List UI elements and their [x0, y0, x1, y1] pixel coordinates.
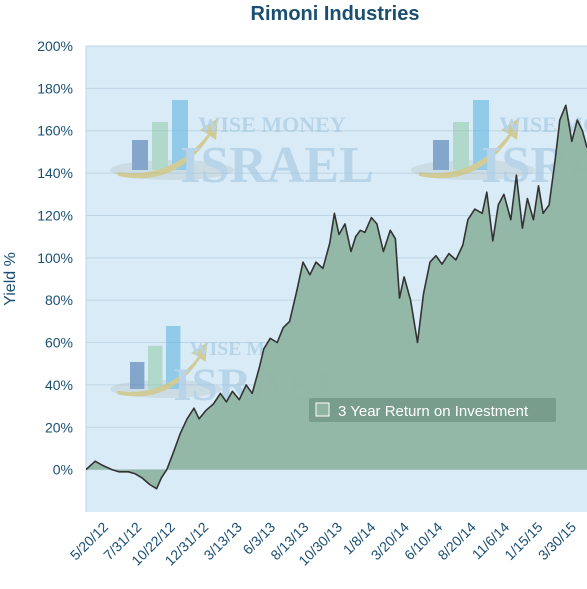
x-axis-ticks: 5/20/127/31/1210/22/1212/31/123/13/136/3… [67, 519, 579, 569]
watermark-bar [453, 122, 469, 170]
watermark-arrow-icon [118, 118, 218, 179]
chart-title: Rimoni Industries [251, 3, 420, 25]
y-tick-label: 40% [45, 377, 73, 393]
watermark-bar [433, 140, 449, 170]
y-tick-label: 80% [45, 292, 73, 308]
legend-label: 3 Year Return on Investment [338, 403, 529, 420]
y-tick-label: 0% [53, 462, 73, 478]
y-axis-title: Yield % [2, 252, 19, 306]
legend: 3 Year Return on Investment [309, 398, 556, 422]
watermark-line1: WISE MONEY [198, 112, 345, 137]
watermark-line1: WISE MONEY [499, 112, 587, 137]
watermark-bar [152, 122, 168, 170]
y-tick-label: 20% [45, 419, 73, 435]
x-tick-label: 8/20/14 [434, 519, 478, 563]
series-group [86, 104, 587, 490]
y-tick-label: 60% [45, 335, 73, 351]
y-tick-label: 120% [37, 207, 73, 223]
watermark-bar [148, 345, 163, 389]
watermark-bar [130, 362, 145, 389]
legend-swatch [315, 402, 330, 417]
watermark-bar [473, 100, 489, 170]
watermark-arrow-icon [419, 118, 519, 179]
y-tick-label: 100% [37, 250, 73, 266]
y-axis-ticks: 200% 180% 160% 140% 120% 100% 80% 60% 40% 20% 0% [37, 38, 73, 478]
series-area [86, 105, 587, 489]
y-tick-label: 200% [37, 38, 73, 54]
watermark-bar [166, 326, 181, 389]
x-tick-label: 3/30/15 [535, 519, 579, 563]
watermark-bar [132, 140, 148, 170]
y-tick-label: 160% [37, 123, 73, 139]
series-line [86, 104, 587, 490]
watermark-arrow-icon [117, 342, 208, 397]
watermark-bar [172, 100, 188, 170]
legend-background [309, 398, 556, 422]
x-tick-label: 3/13/13 [200, 519, 244, 563]
watermark-line2: ISRAEL [180, 137, 374, 194]
y-tick-label: 140% [37, 165, 73, 181]
y-tick-label: 180% [37, 80, 73, 96]
